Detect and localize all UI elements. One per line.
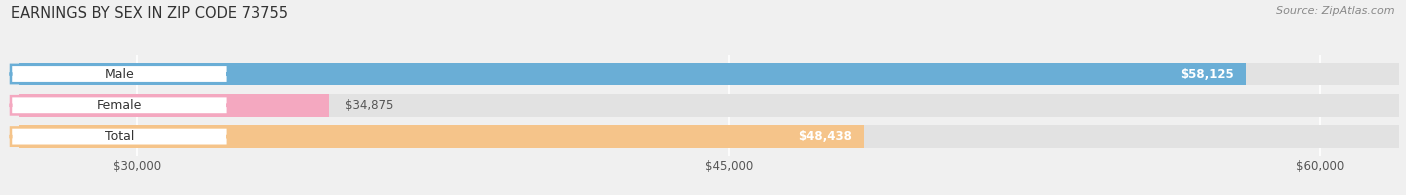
FancyBboxPatch shape [11, 65, 228, 83]
Bar [18, 125, 865, 148]
Text: Source: ZipAtlas.com: Source: ZipAtlas.com [1277, 6, 1395, 16]
Text: Male: Male [104, 67, 135, 81]
Text: EARNINGS BY SEX IN ZIP CODE 73755: EARNINGS BY SEX IN ZIP CODE 73755 [11, 6, 288, 21]
Bar [18, 125, 1399, 148]
Text: $48,438: $48,438 [799, 130, 852, 143]
Bar [18, 94, 1399, 117]
Text: Total: Total [104, 130, 134, 143]
FancyBboxPatch shape [11, 96, 228, 114]
Bar [18, 94, 329, 117]
Bar [18, 63, 1246, 85]
Text: $34,875: $34,875 [344, 99, 394, 112]
FancyBboxPatch shape [11, 127, 228, 146]
Text: $58,125: $58,125 [1181, 67, 1234, 81]
Text: Female: Female [97, 99, 142, 112]
Bar [18, 63, 1399, 85]
